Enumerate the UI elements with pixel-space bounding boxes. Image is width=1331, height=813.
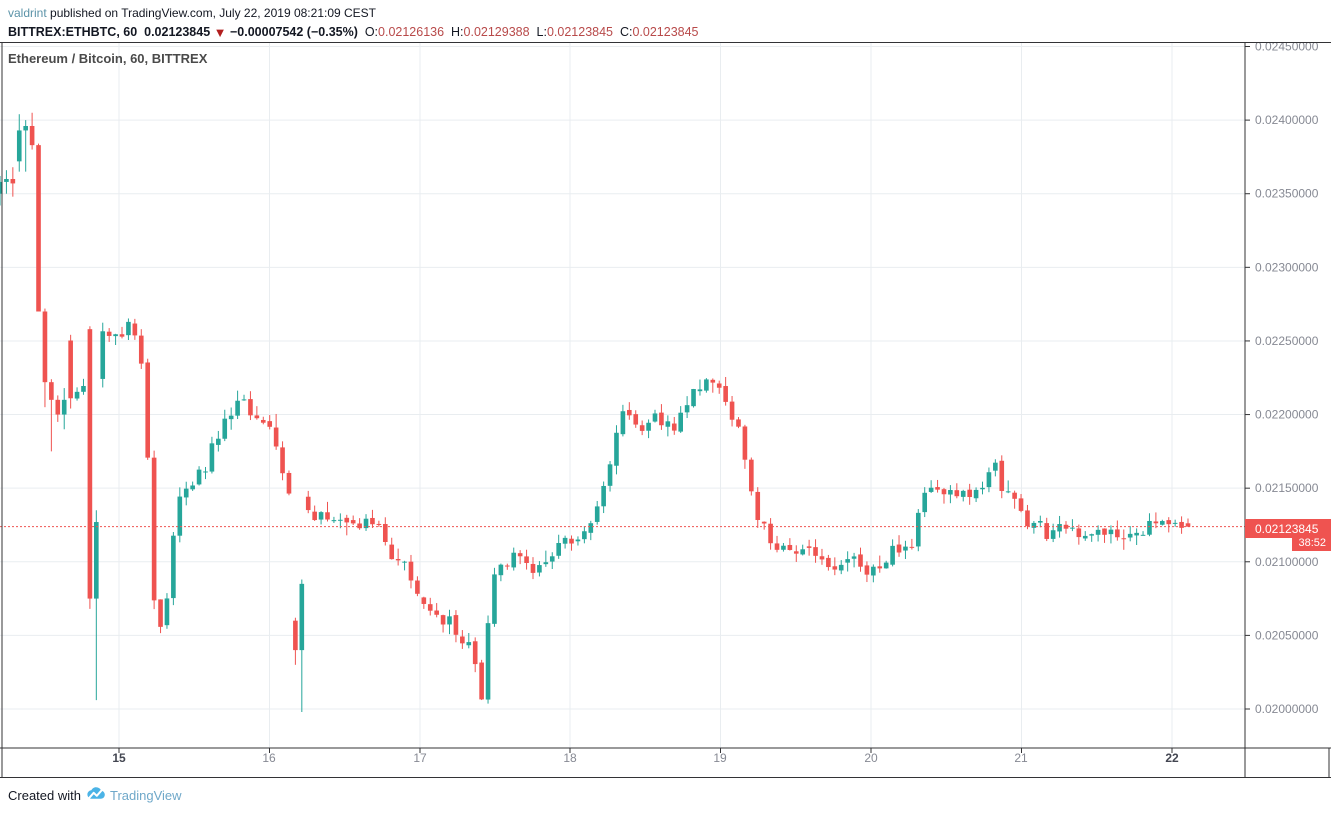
svg-text:0.02150000: 0.02150000 xyxy=(1255,481,1319,495)
svg-text:0.02000000: 0.02000000 xyxy=(1255,702,1319,716)
svg-text:0.02100000: 0.02100000 xyxy=(1255,555,1319,569)
svg-text:0.02250000: 0.02250000 xyxy=(1255,334,1319,348)
svg-text:0.02050000: 0.02050000 xyxy=(1255,628,1319,642)
svg-text:0.02450000: 0.02450000 xyxy=(1255,40,1319,54)
svg-text:0.02400000: 0.02400000 xyxy=(1255,113,1319,127)
svg-text:0.02200000: 0.02200000 xyxy=(1255,408,1319,422)
svg-text:0.02350000: 0.02350000 xyxy=(1255,187,1319,201)
svg-text:0.02300000: 0.02300000 xyxy=(1255,260,1319,274)
